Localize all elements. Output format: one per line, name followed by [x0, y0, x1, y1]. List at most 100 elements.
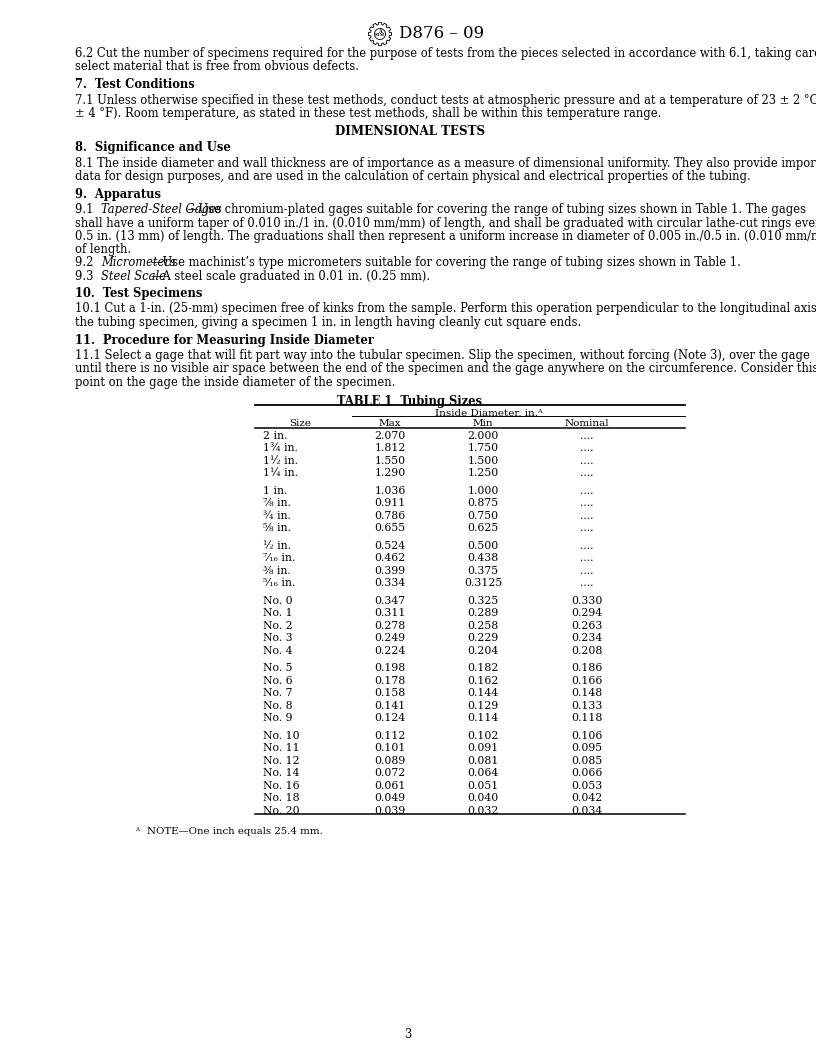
Text: 0.3125: 0.3125 — [463, 578, 502, 588]
Text: ....: .... — [580, 578, 594, 588]
Text: 11.  Procedure for Measuring Inside Diameter: 11. Procedure for Measuring Inside Diame… — [75, 334, 374, 346]
Text: 0.438: 0.438 — [468, 553, 499, 563]
Text: Steel Scale: Steel Scale — [101, 269, 166, 283]
Text: 0.399: 0.399 — [375, 566, 406, 576]
Text: 1 in.: 1 in. — [263, 486, 287, 495]
Text: 0.042: 0.042 — [571, 793, 603, 804]
Text: ⅝ in.: ⅝ in. — [263, 523, 290, 533]
Text: 0.750: 0.750 — [468, 511, 499, 521]
Text: —Use chromium-plated gages suitable for covering the range of tubing sizes shown: —Use chromium-plated gages suitable for … — [188, 203, 806, 216]
Text: 9.3: 9.3 — [75, 269, 100, 283]
Text: 0.208: 0.208 — [571, 645, 603, 656]
Text: Max: Max — [379, 419, 401, 429]
Text: 0.334: 0.334 — [375, 578, 406, 588]
Text: 0.118: 0.118 — [571, 713, 603, 723]
Text: No. 12: No. 12 — [263, 756, 299, 766]
Text: 2 in.: 2 in. — [263, 431, 287, 440]
Text: ....: .... — [580, 566, 594, 576]
Text: STM: STM — [375, 33, 385, 37]
Text: 0.039: 0.039 — [375, 806, 406, 815]
Text: 0.911: 0.911 — [375, 498, 406, 508]
Text: 0.186: 0.186 — [571, 663, 603, 673]
Text: 0.106: 0.106 — [571, 731, 603, 740]
Text: data for design purposes, and are used in the calculation of certain physical an: data for design purposes, and are used i… — [75, 170, 751, 183]
Text: 0.278: 0.278 — [375, 621, 406, 630]
Text: 7.1 Unless otherwise specified in these test methods, conduct tests at atmospher: 7.1 Unless otherwise specified in these … — [75, 94, 816, 107]
Text: ....: .... — [580, 523, 594, 533]
Text: ± 4 °F). Room temperature, as stated in these test methods, shall be within this: ± 4 °F). Room temperature, as stated in … — [75, 107, 662, 119]
Text: 0.066: 0.066 — [571, 768, 603, 778]
Text: 0.101: 0.101 — [375, 743, 406, 753]
Text: 0.148: 0.148 — [571, 689, 603, 698]
Text: No. 6: No. 6 — [263, 676, 293, 685]
Text: No. 8: No. 8 — [263, 700, 293, 711]
Text: No. 2: No. 2 — [263, 621, 293, 630]
Text: of length.: of length. — [75, 243, 131, 257]
Text: ⁵⁄₁₆ in.: ⁵⁄₁₆ in. — [263, 578, 295, 588]
Text: 0.072: 0.072 — [375, 768, 406, 778]
Text: the tubing specimen, giving a specimen 1 in. in length having cleanly cut square: the tubing specimen, giving a specimen 1… — [75, 316, 581, 328]
Text: 0.144: 0.144 — [468, 689, 499, 698]
Text: 0.091: 0.091 — [468, 743, 499, 753]
Text: 0.258: 0.258 — [468, 621, 499, 630]
Text: ....: .... — [580, 468, 594, 478]
Text: 1.812: 1.812 — [375, 444, 406, 453]
Text: 0.875: 0.875 — [468, 498, 499, 508]
Text: 10.1 Cut a 1-in. (25-mm) specimen free of kinks from the sample. Perform this op: 10.1 Cut a 1-in. (25-mm) specimen free o… — [75, 302, 816, 316]
Text: 0.178: 0.178 — [375, 676, 406, 685]
Text: No. 20: No. 20 — [263, 806, 299, 815]
Text: 1.290: 1.290 — [375, 468, 406, 478]
Text: 0.051: 0.051 — [468, 780, 499, 791]
Text: 11.1 Select a gage that will fit part way into the tubular specimen. Slip the sp: 11.1 Select a gage that will fit part wa… — [75, 348, 809, 362]
Text: 0.095: 0.095 — [571, 743, 602, 753]
Text: No. 1: No. 1 — [263, 608, 293, 618]
Text: 0.032: 0.032 — [468, 806, 499, 815]
Text: 0.347: 0.347 — [375, 596, 406, 606]
Text: Size: Size — [289, 419, 311, 429]
Text: 0.182: 0.182 — [468, 663, 499, 673]
Text: 0.204: 0.204 — [468, 645, 499, 656]
Text: No. 16: No. 16 — [263, 780, 299, 791]
Text: No. 9: No. 9 — [263, 713, 292, 723]
Text: Min: Min — [472, 419, 494, 429]
Text: 0.040: 0.040 — [468, 793, 499, 804]
Text: 0.655: 0.655 — [375, 523, 406, 533]
Text: No. 0: No. 0 — [263, 596, 293, 606]
Text: 0.375: 0.375 — [468, 566, 499, 576]
Text: ½ in.: ½ in. — [263, 541, 291, 550]
Text: 8.1 The inside diameter and wall thickness are of importance as a measure of dim: 8.1 The inside diameter and wall thickne… — [75, 156, 816, 170]
Text: 2.000: 2.000 — [468, 431, 499, 440]
Text: 3: 3 — [405, 1027, 411, 1041]
Text: NOTE—One inch equals 25.4 mm.: NOTE—One inch equals 25.4 mm. — [147, 827, 323, 836]
Text: 9.1: 9.1 — [75, 203, 100, 216]
Text: 1.250: 1.250 — [468, 468, 499, 478]
Text: shall have a uniform taper of 0.010 in./1 in. (0.010 mm/mm) of length, and shall: shall have a uniform taper of 0.010 in./… — [75, 216, 816, 229]
Text: 0.102: 0.102 — [468, 731, 499, 740]
Text: 9.  Apparatus: 9. Apparatus — [75, 188, 161, 201]
Text: 0.786: 0.786 — [375, 511, 406, 521]
Text: 1.500: 1.500 — [468, 455, 499, 466]
Text: No. 4: No. 4 — [263, 645, 292, 656]
Text: until there is no visible air space between the end of the specimen and the gage: until there is no visible air space betw… — [75, 362, 816, 375]
Text: 0.263: 0.263 — [571, 621, 603, 630]
Text: 0.234: 0.234 — [571, 634, 603, 643]
Text: 0.249: 0.249 — [375, 634, 406, 643]
Text: 1.750: 1.750 — [468, 444, 499, 453]
Text: 0.325: 0.325 — [468, 596, 499, 606]
Text: No. 3: No. 3 — [263, 634, 293, 643]
Text: ....: .... — [580, 486, 594, 495]
Text: select material that is free from obvious defects.: select material that is free from obviou… — [75, 60, 359, 73]
Text: ⅞ in.: ⅞ in. — [263, 498, 290, 508]
Text: No. 14: No. 14 — [263, 768, 299, 778]
Text: 0.224: 0.224 — [375, 645, 406, 656]
Text: No. 11: No. 11 — [263, 743, 299, 753]
Text: —Use machinist’s type micrometers suitable for covering the range of tubing size: —Use machinist’s type micrometers suitab… — [151, 257, 741, 269]
Text: 10.  Test Specimens: 10. Test Specimens — [75, 287, 202, 300]
Text: 0.5 in. (13 mm) of length. The graduations shall then represent a uniform increa: 0.5 in. (13 mm) of length. The graduatio… — [75, 230, 816, 243]
Text: —A steel scale graduated in 0.01 in. (0.25 mm).: —A steel scale graduated in 0.01 in. (0.… — [151, 269, 430, 283]
Text: Tapered-Steel Gages: Tapered-Steel Gages — [101, 203, 221, 216]
Text: 0.289: 0.289 — [468, 608, 499, 618]
Text: D876 – 09: D876 – 09 — [399, 25, 484, 42]
Text: 0.625: 0.625 — [468, 523, 499, 533]
Text: Nominal: Nominal — [565, 419, 610, 429]
